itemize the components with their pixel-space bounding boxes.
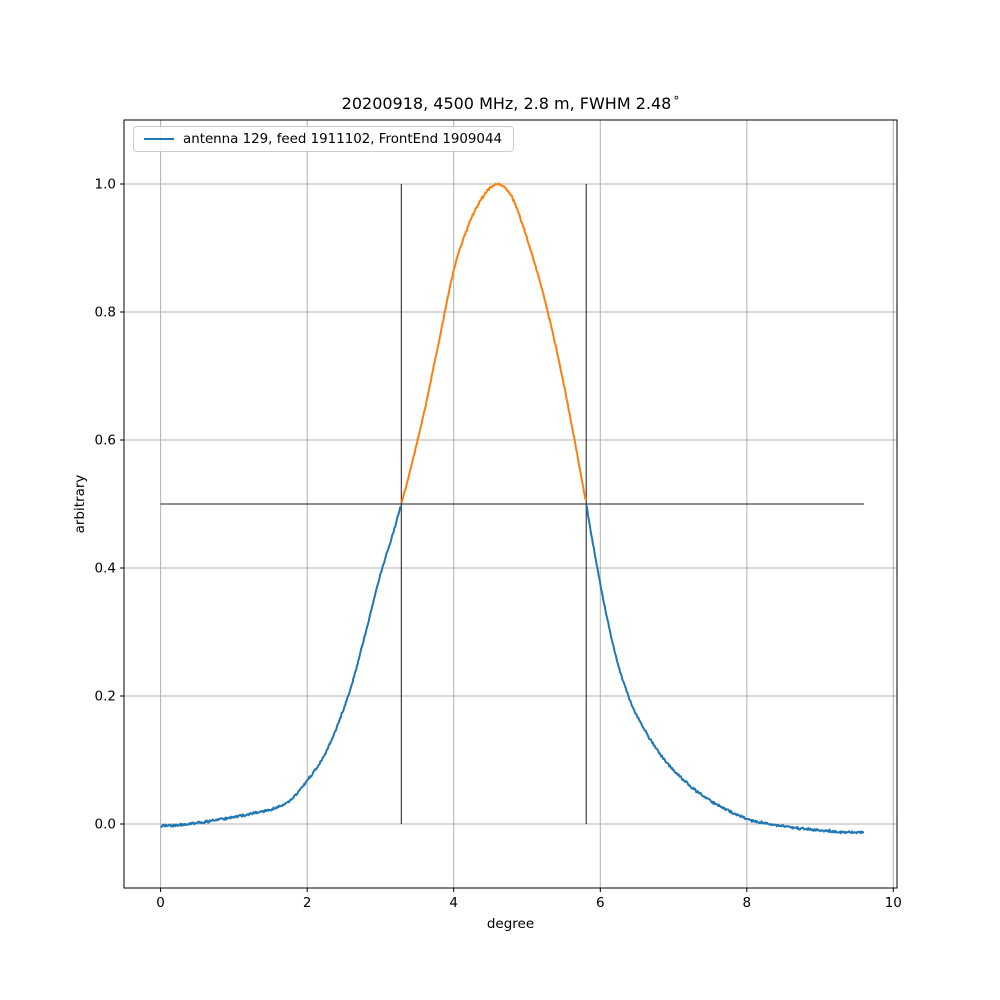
chart-title-text: 20200918, 4500 MHz, 2.8 m, FWHM 2.48: [341, 94, 672, 113]
beam-curve-orange: [400, 182, 587, 504]
axes-frame: [123, 119, 898, 889]
y-tick-label: 0.2: [95, 689, 116, 705]
x-tick-label: 10: [885, 895, 902, 911]
beam-curve-blue: [160, 504, 865, 835]
x-tick-label: 8: [743, 895, 752, 911]
x-tick-label: 6: [596, 895, 605, 911]
y-axis-label: arbitrary: [72, 474, 88, 534]
chart-title: 20200918, 4500 MHz, 2.8 m, FWHM 2.48 °: [124, 94, 897, 113]
x-axis-label: degree: [486, 916, 535, 932]
legend: antenna 129, feed 1911102, FrontEnd 1909…: [133, 126, 514, 152]
degree-symbol: °: [673, 94, 680, 108]
y-tick-label: 0.6: [95, 433, 116, 449]
y-tick-label: 0.8: [95, 305, 116, 321]
y-tick-label: 0.0: [95, 817, 116, 833]
x-tick-label: 4: [449, 895, 458, 911]
x-tick-label: 0: [156, 895, 165, 911]
y-tick-label: 1.0: [95, 177, 116, 193]
legend-line-sample: [144, 138, 174, 140]
x-tick-label: 2: [303, 895, 312, 911]
y-tick-label: 0.4: [95, 561, 116, 577]
legend-label: antenna 129, feed 1911102, FrontEnd 1909…: [183, 131, 502, 147]
